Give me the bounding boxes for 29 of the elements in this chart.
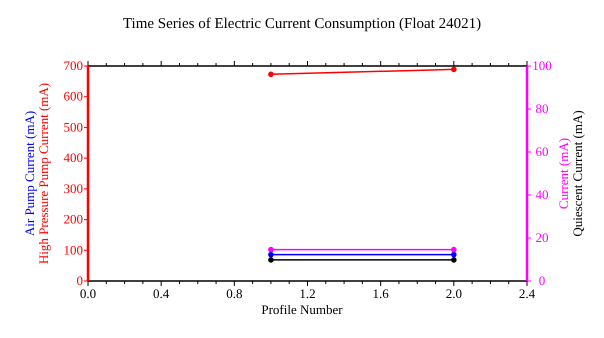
y-tick-label: 0 bbox=[76, 273, 83, 288]
x-tick-label: 0.0 bbox=[80, 286, 96, 301]
point bbox=[268, 252, 274, 258]
point bbox=[268, 71, 274, 78]
y2-axis-title: Current (mA) Quiescent Current (mA) bbox=[556, 110, 585, 237]
x-tick-label: 2.4 bbox=[518, 286, 536, 301]
y-tick-label: 200 bbox=[64, 212, 83, 227]
y-tick-label: 700 bbox=[64, 58, 83, 73]
x-tick-label: 1.2 bbox=[299, 286, 316, 301]
y2-tick-label: 0 bbox=[538, 273, 546, 288]
x-tick-label: 0.8 bbox=[226, 286, 242, 301]
y-tick-label: 300 bbox=[64, 180, 83, 196]
y-tick-label: 500 bbox=[64, 119, 83, 134]
x-axis-title: Profile Number bbox=[261, 302, 344, 317]
y-axis-title: Air Pump Current (mA) High Pressure Pump Current (mA) bbox=[22, 82, 51, 264]
x-tick-label: 0.4 bbox=[153, 286, 170, 301]
y-tick-label: 600 bbox=[64, 88, 83, 104]
x-tick-label: 1.6 bbox=[372, 286, 390, 301]
y-tick-label: 400 bbox=[64, 150, 83, 166]
y2-tick-label: 80 bbox=[536, 101, 548, 116]
y2-tick-label: 60 bbox=[536, 144, 548, 159]
y-tick-label: 100 bbox=[64, 242, 83, 258]
point bbox=[451, 66, 457, 72]
chart-title: Time Series of Electric Current Consumption (Float 24021) bbox=[122, 16, 482, 32]
y2-tick-label: 40 bbox=[536, 187, 548, 202]
y2-tick-label: 20 bbox=[536, 230, 548, 245]
point bbox=[451, 252, 457, 258]
x-tick-label: 2.0 bbox=[446, 286, 462, 301]
y2-tick-label: 100 bbox=[532, 58, 552, 73]
